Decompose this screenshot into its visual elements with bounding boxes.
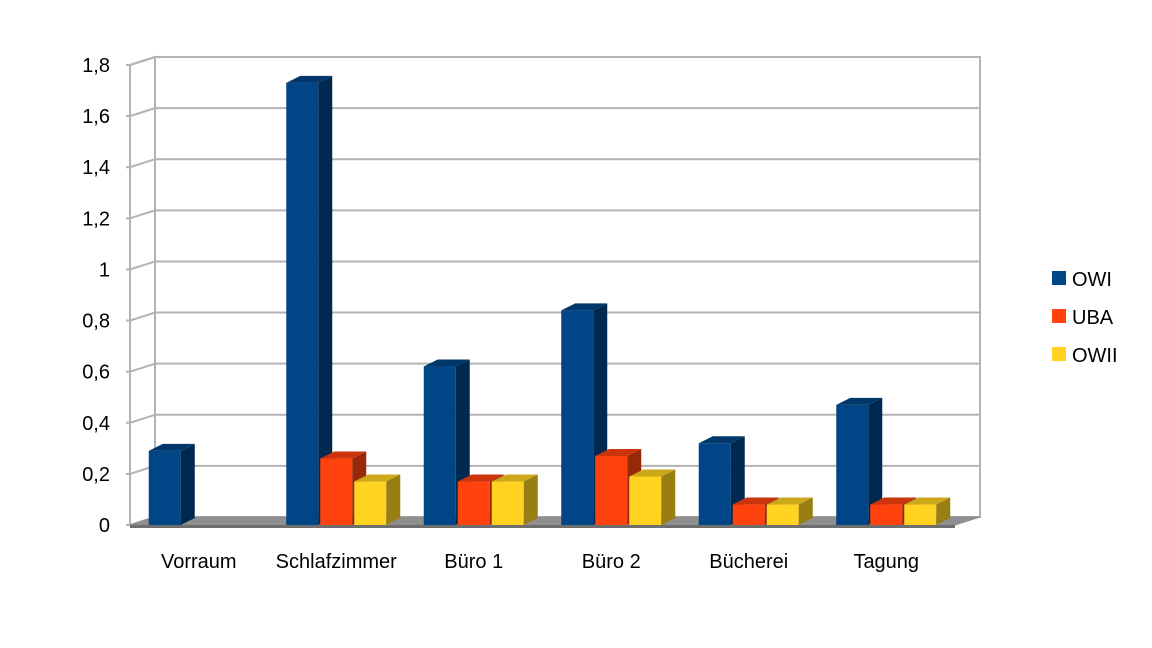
bar <box>148 443 195 525</box>
bar-top <box>870 497 917 505</box>
bar-top <box>148 443 195 451</box>
gridline-side <box>129 158 156 169</box>
x-axis: Vorraum Schlafzimmer Büro 1 Büro 2 Bücherei T… <box>161 551 919 573</box>
bar-top <box>629 469 676 477</box>
bar-top <box>561 303 608 311</box>
y-axis: 0 0,2 0,4 0,6 0,8 1 1,2 1,4 1,6 1,8 <box>82 55 130 537</box>
gridline-side <box>129 260 156 271</box>
floor-edge <box>130 525 955 528</box>
bar-top <box>766 497 813 505</box>
x-tick-label: Tagung <box>853 551 919 573</box>
bar-side <box>180 443 195 525</box>
bar <box>491 474 538 525</box>
bar-front <box>836 404 869 525</box>
y-tick-label: 1,8 <box>82 55 110 77</box>
bar-top <box>423 359 470 367</box>
gridline-side <box>129 311 156 322</box>
bar-front <box>870 504 903 525</box>
x-tick-label: Schlafzimmer <box>276 551 397 573</box>
bar-side <box>661 469 676 525</box>
y-tick-label: 0,2 <box>82 464 110 486</box>
y-tick-label: 0,6 <box>82 362 110 384</box>
y-tick-label: 0,4 <box>82 413 110 435</box>
bar-side <box>868 397 883 525</box>
bar-side <box>936 497 951 525</box>
x-tick-label: Bücherei <box>709 551 788 573</box>
bar <box>354 474 401 525</box>
bar-top <box>354 474 401 482</box>
bar-top <box>457 474 504 482</box>
y-tick-label: 0 <box>99 515 110 537</box>
bar <box>423 359 470 525</box>
y-tick-label: 1,2 <box>82 208 110 230</box>
gridline-side <box>129 413 156 424</box>
bar-front <box>561 310 594 525</box>
bar-front <box>732 504 765 525</box>
bar-top <box>698 436 745 444</box>
bars <box>148 75 951 525</box>
bar-front <box>354 481 387 525</box>
bar-front <box>148 450 181 525</box>
bar-top <box>320 451 367 459</box>
bar-top <box>904 497 951 505</box>
bar-front <box>698 443 731 525</box>
gridline-side <box>129 209 156 220</box>
gridline-side <box>129 362 156 373</box>
bar-side <box>523 474 538 525</box>
bar <box>629 469 676 525</box>
y-tick-label: 0,8 <box>82 311 110 333</box>
bar-front <box>491 481 524 525</box>
legend-label: UBA <box>1072 307 1114 329</box>
x-tick-label: Vorraum <box>161 551 237 573</box>
bar <box>766 497 813 525</box>
gridline-side <box>129 56 156 66</box>
bar-front <box>457 481 490 525</box>
y-tick-label: 1 <box>99 259 110 281</box>
bar-front <box>320 458 353 525</box>
x-tick-label: Büro 2 <box>582 551 641 573</box>
bar-top <box>595 449 642 456</box>
legend-label: OWI <box>1072 269 1112 291</box>
bar-front <box>629 476 662 525</box>
legend-swatch <box>1052 347 1066 361</box>
x-tick-label: Büro 1 <box>444 551 503 573</box>
bar-top <box>491 474 538 482</box>
y-tick-label: 1,6 <box>82 106 110 128</box>
bar <box>286 75 333 525</box>
y-tick-label: 1,4 <box>82 157 110 179</box>
legend-swatch <box>1052 271 1066 285</box>
bar-front <box>286 82 319 525</box>
legend: OWI UBA OWII <box>1052 269 1118 367</box>
bar-top <box>836 397 883 405</box>
bar-top <box>732 497 779 505</box>
bar-side <box>798 497 813 525</box>
bar-front <box>904 504 937 525</box>
bar-side <box>318 75 333 525</box>
bar-top <box>286 75 333 83</box>
bar <box>836 397 883 525</box>
bar-front <box>766 504 799 525</box>
bar-side <box>386 474 401 525</box>
bar-front <box>423 366 456 525</box>
legend-label: OWII <box>1072 345 1118 367</box>
bar-front <box>595 456 628 525</box>
gridline-side <box>129 107 156 118</box>
legend-swatch <box>1052 309 1066 323</box>
bar <box>904 497 951 525</box>
